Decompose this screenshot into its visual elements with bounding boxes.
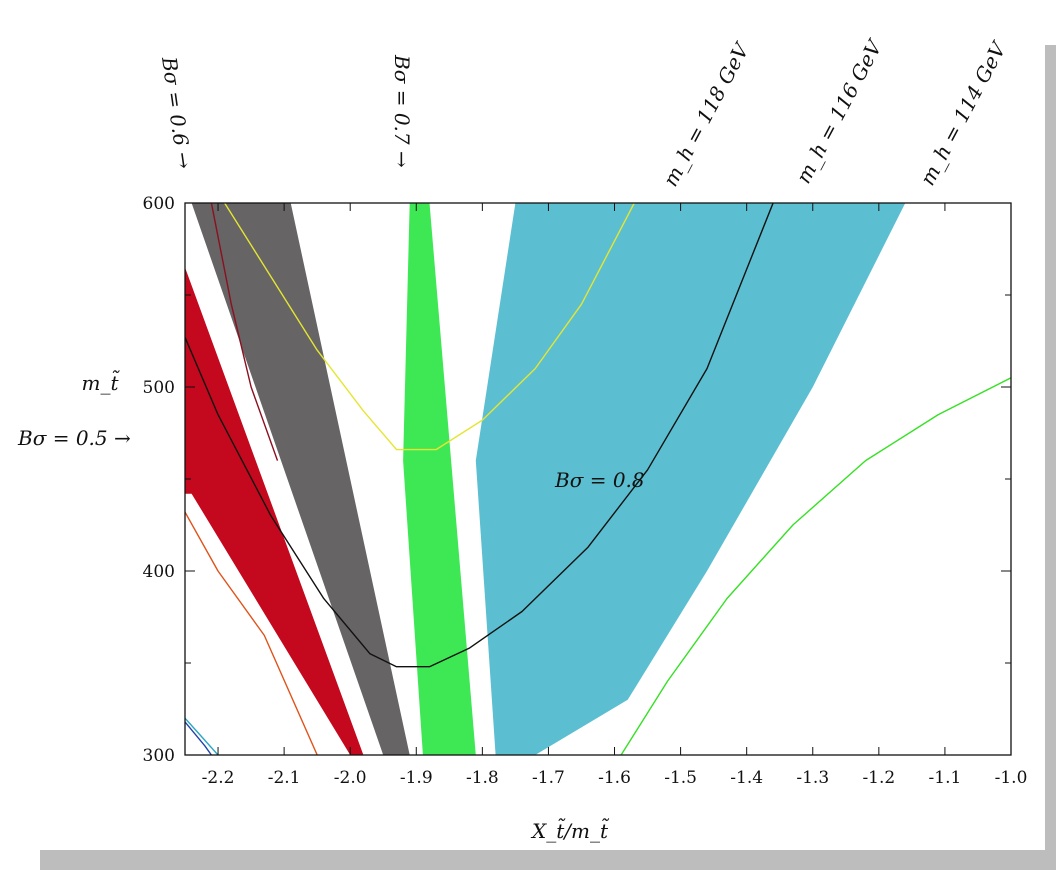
curve-blue-corner (185, 721, 212, 755)
x-ticks: -2.2 -2.1 -2.0 -1.9 -1.8 -1.7 -1.6 -1.5 -1.4 -1.3… (202, 203, 1028, 788)
x-tick-label: -1.1 (929, 768, 962, 788)
x-tick-label: -1.7 (532, 768, 565, 788)
y-tick-label: 500 (143, 378, 175, 398)
curves-layer (185, 203, 1011, 755)
y-ticks: 300 400 500 600 (143, 194, 1011, 766)
x-tick-label: -2.0 (334, 768, 367, 788)
band-gray (185, 203, 410, 755)
y-axis-label: m_t̃ (81, 369, 120, 395)
annotation-bsigma-0-7: Bσ = 0.7 → (390, 54, 414, 168)
curve-cyan-corner (185, 717, 219, 755)
x-tick-label: -1.6 (598, 768, 631, 788)
x-tick-label: -2.1 (268, 768, 301, 788)
curve-yellow (224, 203, 635, 451)
curve-orange (185, 511, 318, 755)
annotation-bsigma-0-5: Bσ = 0.5 → (17, 426, 131, 450)
bands-layer (185, 203, 906, 755)
x-tick-label: -1.9 (400, 768, 433, 788)
curve-lightgreen (620, 377, 1011, 755)
band-red (185, 267, 364, 755)
curve-black (185, 203, 774, 668)
band-blue (475, 203, 906, 755)
x-tick-label: -2.2 (202, 768, 235, 788)
annotation-bsigma-0-8: Bσ = 0.8 (554, 468, 645, 492)
x-tick-label: -1.3 (796, 768, 829, 788)
y-tick-label: 400 (143, 562, 175, 582)
y-tick-label: 300 (143, 746, 175, 766)
y-tick-label: 600 (143, 194, 175, 214)
curve-darkred (210, 203, 279, 461)
x-axis-label: X_t̃/m_t̃ (530, 817, 610, 843)
x-tick-label: -1.5 (664, 768, 697, 788)
x-tick-label: -1.2 (862, 768, 895, 788)
x-tick-label: -1.4 (730, 768, 763, 788)
x-tick-label: -1.8 (466, 768, 499, 788)
x-tick-label: -1.0 (995, 768, 1028, 788)
band-green (403, 203, 476, 755)
